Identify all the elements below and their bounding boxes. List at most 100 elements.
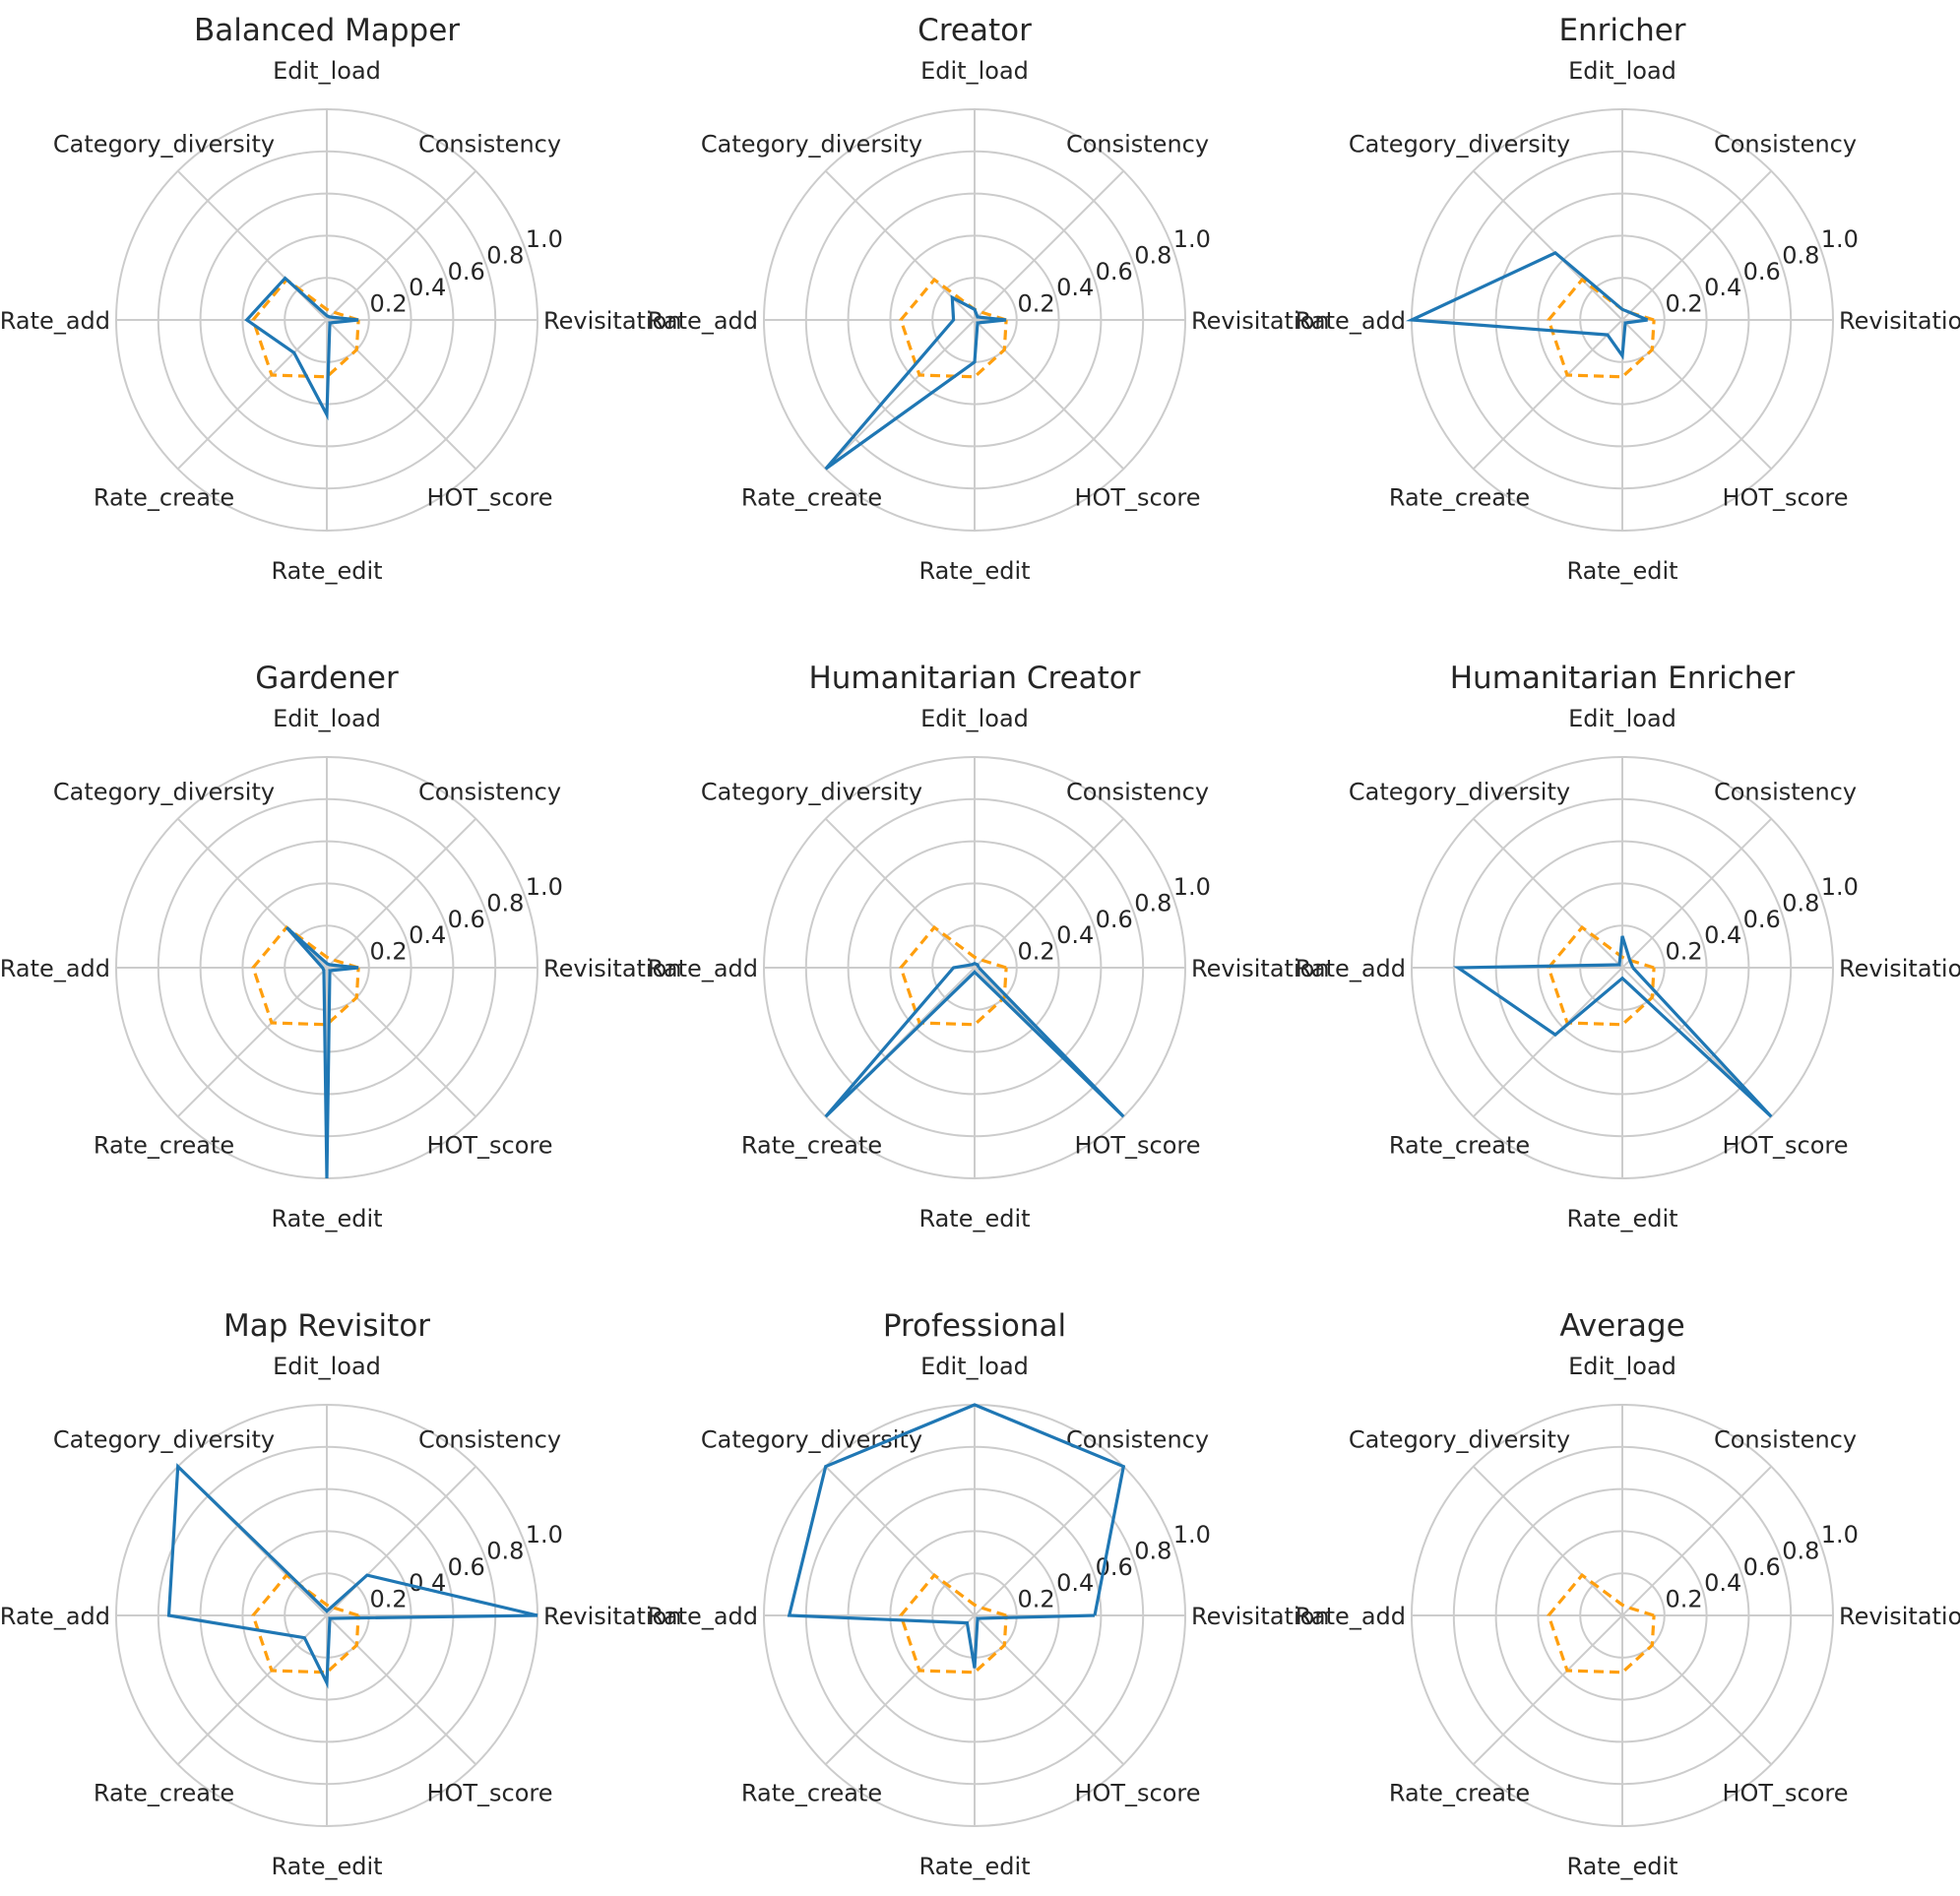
- axis-label-rate-add: Rate_add: [1296, 307, 1406, 335]
- grid-spoke: [824, 1465, 976, 1616]
- axis-label-rate-edit: Rate_edit: [918, 1853, 1030, 1880]
- panel-title: Average: [1559, 1308, 1684, 1344]
- radar-panel-average: Revisitation Consistency Edit_load Category…: [1296, 1308, 1960, 1880]
- axis-label-category-diversity: Category_diversity: [53, 778, 275, 805]
- axis-label-rate-edit: Rate_edit: [918, 557, 1030, 585]
- radial-tick-label: 0.2: [370, 290, 408, 318]
- grid-spoke: [974, 1465, 1125, 1616]
- panel-title: Professional: [883, 1308, 1066, 1344]
- axis-label-consistency: Consistency: [1714, 1425, 1857, 1453]
- grid-spoke: [326, 319, 477, 471]
- axis-label-revisitation: Revisitation: [543, 955, 682, 982]
- grid-spoke: [1472, 967, 1623, 1118]
- axis-label-revisitation: Revisitation: [1839, 1603, 1960, 1630]
- axis-label-rate-edit: Rate_edit: [271, 557, 382, 585]
- radial-tick-label: 1.0: [526, 1521, 563, 1548]
- axis-label-category-diversity: Category_diversity: [701, 130, 922, 158]
- radial-tick-label: 0.8: [486, 890, 524, 917]
- radial-tick-label: 0.2: [1018, 1586, 1055, 1613]
- grid-spoke: [176, 319, 328, 471]
- radar-panel-creator: Revisitation Consistency Edit_load Category…: [648, 13, 1330, 585]
- radial-tick-label: 1.0: [526, 873, 563, 901]
- average-series-line: [899, 924, 1008, 1027]
- radial-tick-label: 0.8: [1782, 1538, 1819, 1565]
- panel-title: Map Revisitor: [223, 1308, 430, 1344]
- axis-label-rate-add: Rate_add: [648, 955, 758, 982]
- radial-tick-label: 0.6: [1743, 258, 1781, 285]
- radial-tick-label: 1.0: [1173, 225, 1211, 253]
- radial-tick-label: 1.0: [1173, 873, 1211, 901]
- grid-spoke: [326, 1614, 477, 1766]
- grid-spoke: [1621, 817, 1773, 969]
- axis-label-consistency: Consistency: [418, 778, 561, 805]
- axis-label-rate-create: Rate_create: [741, 1780, 882, 1807]
- grid-spoke: [824, 319, 976, 471]
- axis-label-rate-edit: Rate_edit: [271, 1205, 382, 1232]
- average-series-line: [1547, 1572, 1656, 1675]
- profile-series-line: [1405, 251, 1649, 360]
- axis-label-category-diversity: Category_diversity: [53, 1425, 275, 1453]
- grid-spoke: [974, 1614, 1125, 1766]
- axis-label-edit-load: Edit_load: [1568, 57, 1676, 85]
- radial-tick-label: 0.2: [1666, 938, 1703, 966]
- grid-spoke: [1472, 1465, 1623, 1616]
- axis-label-hot-score: HOT_score: [1722, 484, 1848, 512]
- panel-title: Gardener: [255, 661, 399, 696]
- axis-label-consistency: Consistency: [418, 130, 561, 158]
- grid-spoke: [1472, 319, 1623, 471]
- grid-spoke: [1472, 169, 1623, 321]
- grid-spoke: [824, 169, 976, 321]
- axis-label-rate-add: Rate_add: [0, 1603, 110, 1630]
- average-series-line: [899, 1572, 1008, 1675]
- panel-title: Humanitarian Enricher: [1450, 661, 1796, 696]
- axis-label-category-diversity: Category_diversity: [1349, 1425, 1570, 1453]
- axis-label-rate-create: Rate_create: [741, 1132, 882, 1160]
- profile-series-line: [1453, 935, 1773, 1118]
- profile-series-line: [787, 1403, 1126, 1669]
- grid-spoke: [176, 1614, 328, 1766]
- axis-label-consistency: Consistency: [1066, 778, 1209, 805]
- grid-spoke: [326, 169, 477, 321]
- panel-title: Balanced Mapper: [194, 13, 460, 48]
- axis-label-rate-add: Rate_add: [1296, 955, 1406, 982]
- axis-label-hot-score: HOT_score: [426, 484, 552, 512]
- axis-label-rate-edit: Rate_edit: [1566, 1853, 1677, 1880]
- axis-label-category-diversity: Category_diversity: [1349, 778, 1570, 805]
- axis-label-category-diversity: Category_diversity: [53, 130, 275, 158]
- axis-label-rate-add: Rate_add: [0, 307, 110, 335]
- axis-label-hot-score: HOT_score: [1722, 1780, 1848, 1807]
- radial-tick-label: 0.4: [409, 921, 446, 949]
- axis-label-rate-create: Rate_create: [1389, 484, 1530, 512]
- radar-panel-map-revisitor: Revisitation Consistency Edit_load Category…: [0, 1308, 682, 1880]
- radial-tick-label: 0.6: [448, 906, 485, 933]
- radial-tick-label: 0.2: [1018, 290, 1055, 318]
- profile-series-line: [244, 276, 359, 421]
- radar-panel-professional: Revisitation Consistency Edit_load Category…: [648, 1308, 1330, 1880]
- axis-label-revisitation: Revisitation: [1839, 307, 1960, 335]
- axis-label-edit-load: Edit_load: [920, 57, 1029, 85]
- axis-label-hot-score: HOT_score: [1722, 1132, 1848, 1160]
- radial-tick-label: 1.0: [526, 225, 563, 253]
- radial-tick-label: 0.2: [370, 1586, 408, 1613]
- average-series-line: [1547, 924, 1656, 1027]
- grid-spoke: [176, 967, 328, 1118]
- grid-spoke: [1621, 1614, 1773, 1766]
- radial-tick-label: 0.2: [370, 938, 408, 966]
- axis-label-revisitation: Revisitation: [543, 1603, 682, 1630]
- radial-tick-label: 0.8: [1782, 890, 1819, 917]
- radial-tick-label: 0.4: [1704, 274, 1741, 301]
- axis-label-rate-create: Rate_create: [94, 1132, 234, 1160]
- axis-label-hot-score: HOT_score: [426, 1132, 552, 1160]
- radial-tick-label: 0.6: [1743, 1553, 1781, 1581]
- axis-label-revisitation: Revisitation: [1191, 307, 1330, 335]
- axis-label-rate-create: Rate_create: [741, 484, 882, 512]
- axis-label-edit-load: Edit_load: [273, 57, 381, 85]
- axis-label-rate-add: Rate_add: [648, 1603, 758, 1630]
- axis-label-hot-score: HOT_score: [1074, 484, 1200, 512]
- grid-spoke: [974, 817, 1125, 969]
- axis-label-revisitation: Revisitation: [543, 307, 682, 335]
- radial-tick-label: 0.8: [1134, 1538, 1171, 1565]
- profile-series-line: [285, 925, 359, 1179]
- radial-tick-label: 0.8: [486, 1538, 524, 1565]
